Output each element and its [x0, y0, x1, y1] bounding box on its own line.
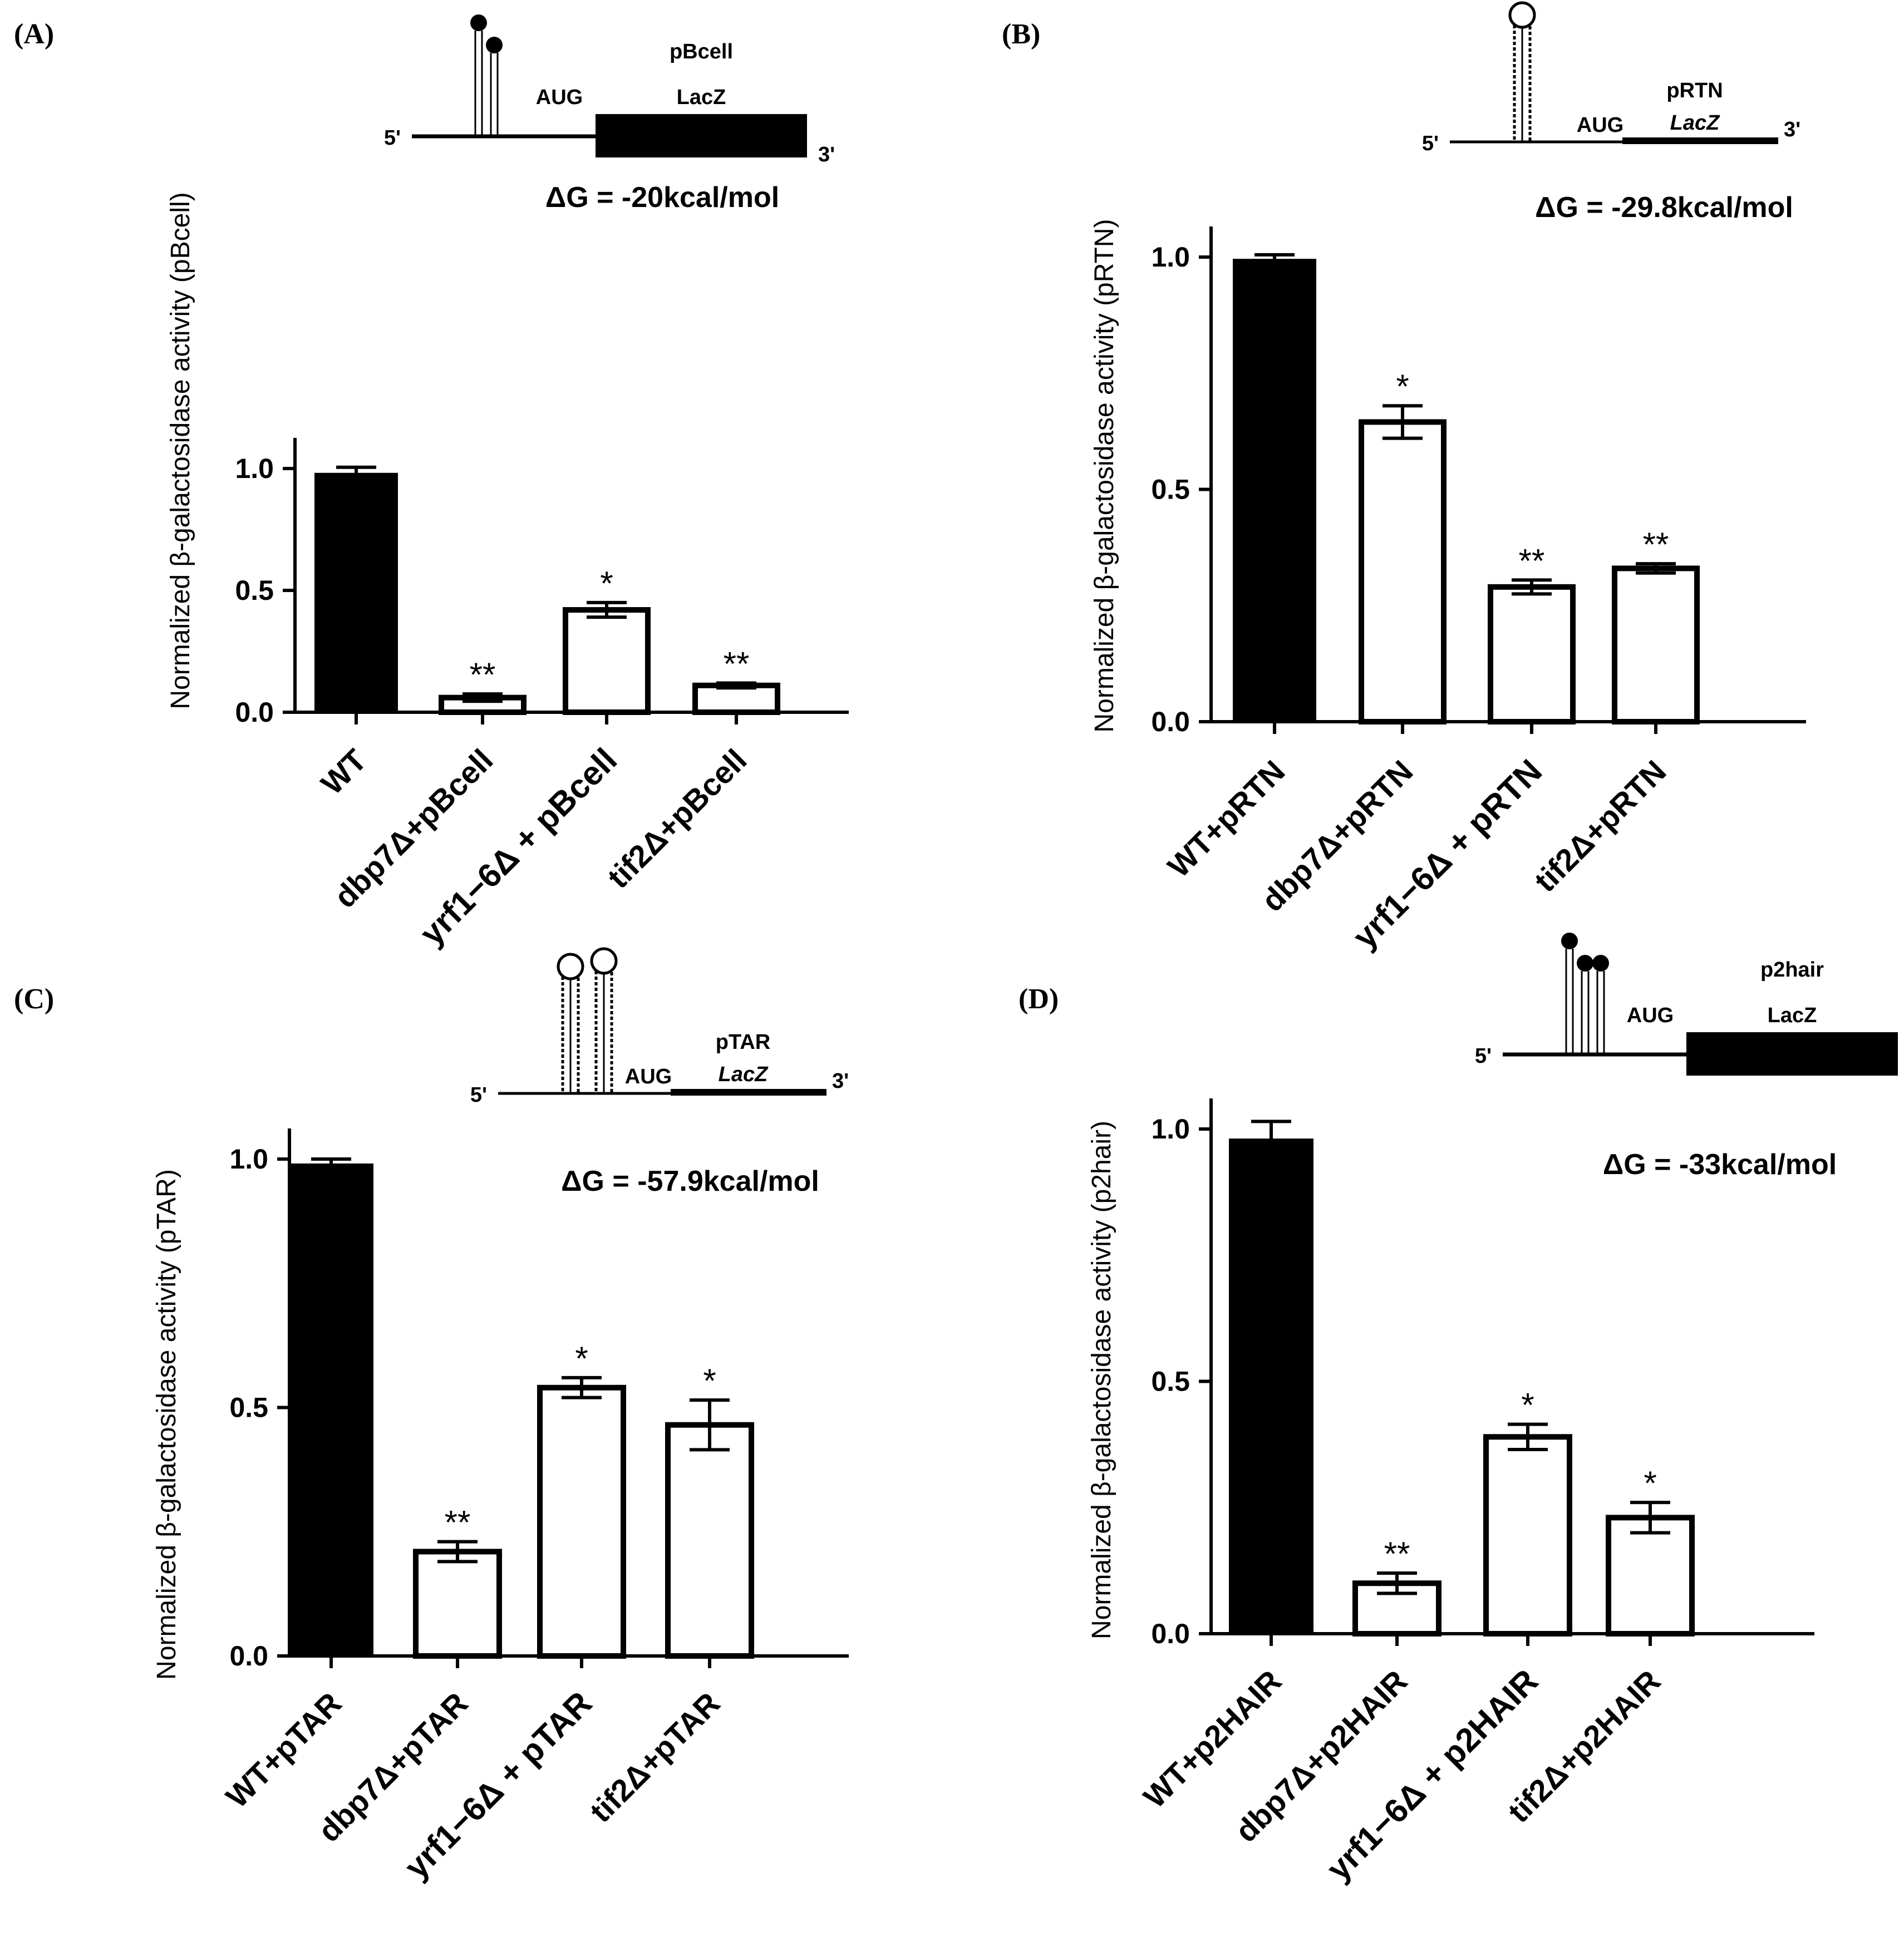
hairpin-loop — [557, 953, 584, 980]
lacz-box — [596, 114, 807, 157]
three-prime-label: 3' — [1784, 118, 1800, 141]
lacz-label: LacZ — [719, 1063, 769, 1086]
construct-label: p2hair — [1760, 958, 1824, 982]
panel-label: (D) — [1019, 983, 1059, 1015]
panel-c: (C) 0.0 0.5 1.0 Normalized β-galactosidase a… — [14, 947, 849, 1886]
category-label: tif2Δ+pRTN — [1527, 753, 1672, 899]
mrna-schematic: 5' AUG pTAR LacZ 3' — [470, 947, 849, 1107]
bar-1 — [1233, 259, 1316, 722]
y-tick-label: 0.5 — [229, 1392, 268, 1423]
bar-4 — [1612, 565, 1700, 724]
hairpin-loop — [1508, 1, 1536, 29]
y-axis-label: Normalized β-galactosidase activity (pTA… — [152, 1169, 181, 1680]
hairpin-loop — [1561, 933, 1578, 949]
aug-label: AUG — [1577, 114, 1623, 137]
hairpin-loop — [1592, 955, 1609, 972]
mrna-schematic: 5'AUGp2hairLacZ3' — [1475, 933, 1898, 1076]
y-axis-label: Normalized β-galactosidase activity (p2h… — [1087, 1121, 1116, 1639]
category-label: WT+pTAR — [219, 1685, 348, 1815]
significance-marker: * — [1396, 368, 1409, 405]
five-prime-label: 5' — [1475, 1044, 1492, 1068]
y-tick-label: 0.0 — [229, 1640, 268, 1672]
aug-label: AUG — [1627, 1004, 1674, 1027]
panel-d: (D) 0.0 0.5 1.0 Normalized β-galactosidase a… — [1019, 933, 1898, 1888]
panel-label: (C) — [14, 983, 54, 1015]
bar-3 — [537, 1384, 626, 1659]
aug-label: AUG — [625, 1065, 672, 1088]
bar-3 — [1488, 584, 1576, 724]
hairpin-loop — [470, 14, 487, 31]
bar-2 — [413, 1549, 502, 1659]
significance-marker: ** — [1643, 526, 1669, 563]
panel-label: (B) — [1002, 18, 1040, 50]
category-label: tif2Δ+pTAR — [583, 1685, 726, 1829]
y-tick-label: 1.0 — [235, 453, 274, 484]
significance-marker: * — [1644, 1465, 1656, 1502]
panel-b: (B) 0.0 0.5 1.0 Normalized β-galactosidase a… — [1002, 1, 1806, 955]
y-tick-label: 0.5 — [235, 575, 274, 606]
significance-marker: ** — [1384, 1535, 1410, 1572]
lacz-box — [1686, 1032, 1898, 1076]
hairpin-loop — [486, 37, 503, 53]
delta-g-label: ΔG = -57.9kcal/mol — [561, 1165, 819, 1197]
panel-label: (A) — [14, 18, 54, 50]
bar-2 — [1359, 419, 1447, 724]
y-tick-label: 1.0 — [229, 1143, 268, 1175]
hairpin-loop — [590, 947, 618, 975]
y-axis-label: Normalized β-galactosidase activity (pBc… — [166, 192, 195, 709]
y-tick-label: 0.0 — [1151, 1618, 1190, 1649]
significance-marker: * — [600, 565, 613, 602]
significance-marker: ** — [724, 645, 750, 682]
hairpin-loop — [1577, 955, 1593, 972]
mrna-schematic: 5' AUG pRTN LacZ 3' — [1422, 1, 1800, 155]
delta-g-label: ΔG = -20kcal/mol — [545, 181, 779, 214]
lacz-label: LacZ — [677, 86, 726, 109]
significance-marker: * — [703, 1362, 716, 1399]
three-prime-label: 3' — [818, 143, 835, 166]
significance-marker: ** — [470, 656, 496, 693]
delta-g-label: ΔG = -29.8kcal/mol — [1535, 191, 1793, 224]
y-tick-label: 0.0 — [1151, 706, 1190, 737]
five-prime-label: 5' — [470, 1083, 487, 1107]
significance-marker: ** — [445, 1504, 471, 1541]
category-label: WT — [314, 742, 373, 801]
delta-g-label: ΔG = -33kcal/mol — [1603, 1148, 1837, 1181]
significance-marker: * — [575, 1340, 588, 1377]
category-label: tif2Δ+pBcell — [601, 742, 753, 895]
category-label: WT+pRTN — [1161, 753, 1292, 884]
y-tick-label: 0.5 — [1151, 1366, 1190, 1397]
significance-marker: ** — [1519, 542, 1545, 579]
panel-a: (A) 0.0 0.5 1.0 Normalized β-galactosidase a… — [14, 14, 849, 953]
y-tick-label: 1.0 — [1151, 1113, 1190, 1145]
mrna-schematic: 5' AUG pBcell LacZ 3' — [384, 14, 835, 166]
three-prime-label: 3' — [832, 1069, 849, 1093]
y-axis-label: Normalized β-galactosidase activity (pRT… — [1090, 219, 1119, 732]
bar-1 — [314, 472, 398, 713]
bar-1 — [1229, 1138, 1313, 1634]
bar-3 — [1483, 1434, 1572, 1637]
construct-label: pTAR — [716, 1031, 771, 1054]
five-prime-label: 5' — [1422, 132, 1439, 155]
construct-label: pBcell — [670, 40, 733, 63]
construct-label: pRTN — [1666, 79, 1723, 102]
bar-1 — [289, 1163, 373, 1657]
lacz-label: LacZ — [1768, 1004, 1817, 1027]
y-tick-label: 1.0 — [1151, 241, 1190, 273]
bar-3 — [563, 607, 651, 716]
significance-marker: * — [1521, 1387, 1534, 1424]
lacz-label: LacZ — [1670, 111, 1720, 135]
bar-4 — [1606, 1515, 1695, 1636]
bar-4 — [665, 1422, 754, 1659]
y-tick-label: 0.0 — [235, 697, 274, 728]
aug-label: AUG — [536, 86, 583, 109]
category-label: yrf1−6Δ + p2HAIR — [1320, 1662, 1546, 1888]
five-prime-label: 5' — [384, 126, 401, 150]
y-tick-label: 0.5 — [1151, 474, 1190, 505]
